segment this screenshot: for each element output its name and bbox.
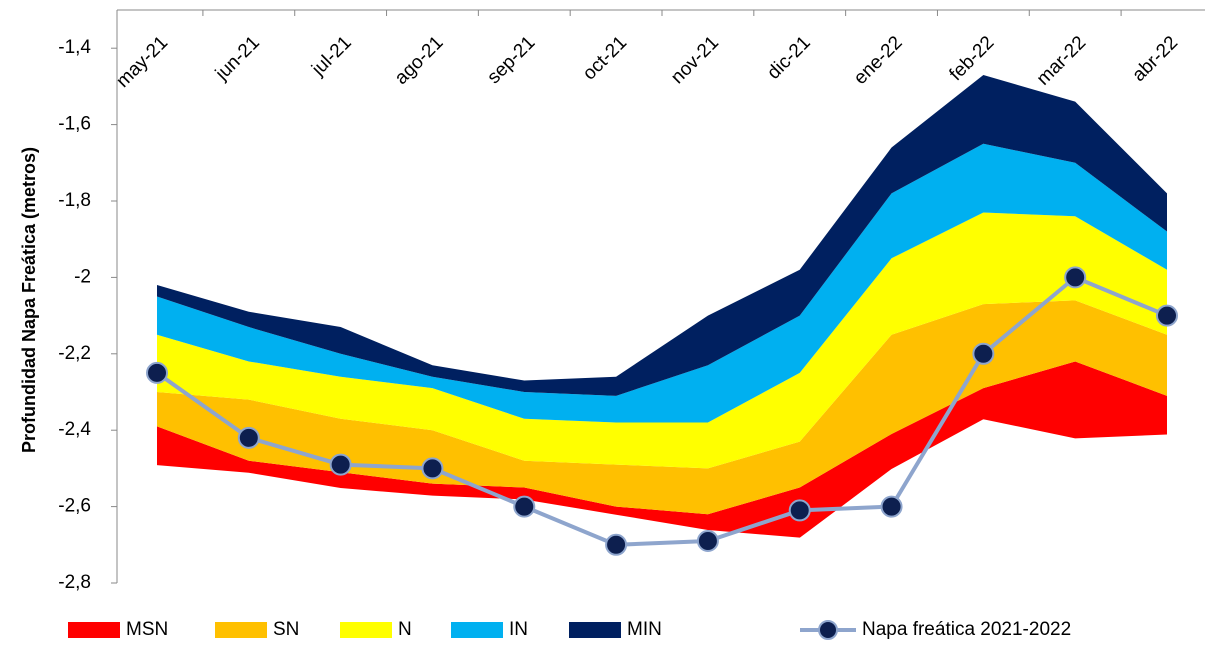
y-tick-label: -1,6 (58, 114, 91, 135)
line-marker (696, 529, 719, 552)
area-base (156, 418, 1168, 538)
line-marker (880, 495, 903, 518)
x-tick-label: ago-21 (391, 32, 448, 89)
legend-label: SN (273, 619, 299, 640)
line-marker (788, 499, 811, 522)
y-tick-label: -2,2 (58, 343, 91, 364)
legend-label: Napa freática 2021-2022 (862, 619, 1071, 640)
legend-swatch (215, 622, 267, 638)
x-tick-label: sep-21 (483, 32, 539, 88)
line-marker (1156, 304, 1178, 327)
line (155, 275, 1168, 547)
line-marker (605, 533, 628, 556)
x-tick-label: mar-22 (1033, 32, 1090, 89)
y-axis-label: Profundidad Napa Freática (metros) (19, 147, 39, 453)
legend-label: IN (509, 619, 528, 640)
x-tick-label: may-21 (112, 32, 172, 92)
legend-swatch (340, 622, 392, 638)
y-tick-label: -2,6 (58, 496, 91, 517)
y-tick-label: -1,4 (58, 37, 91, 58)
legend-label: N (398, 619, 412, 640)
legend-marker (818, 620, 838, 640)
y-tick-label: -2,4 (58, 419, 91, 440)
area-band (157, 300, 1167, 515)
x-tick-label: oct-21 (579, 32, 631, 84)
x-tick-label: ene-22 (850, 32, 907, 89)
x-tick-label: nov-21 (667, 32, 723, 88)
line-marker (237, 426, 260, 449)
y-tick-label: -2,8 (58, 572, 91, 593)
area-band (157, 143, 1167, 423)
x-tick-label: dic-21 (763, 32, 814, 83)
legend-swatch (68, 622, 120, 638)
legend-swatch (451, 622, 503, 638)
x-tick-label: jul-21 (307, 32, 355, 80)
area-band (157, 212, 1167, 469)
line-marker (146, 361, 168, 384)
line-marker (513, 495, 536, 518)
x-tick-label: abr-22 (1128, 32, 1182, 86)
y-tick-label: -1,8 (58, 190, 91, 211)
area-band (157, 74, 1167, 396)
line-marker (1064, 266, 1087, 289)
legend-label: MSN (126, 619, 168, 640)
line-marker (421, 457, 444, 480)
legend-swatch (569, 622, 621, 638)
line-marker (329, 453, 352, 476)
x-tick-label: jun-21 (211, 32, 264, 85)
legend-label: MIN (627, 619, 662, 640)
line-marker (972, 342, 995, 365)
y-tick-label: -2 (74, 266, 91, 287)
